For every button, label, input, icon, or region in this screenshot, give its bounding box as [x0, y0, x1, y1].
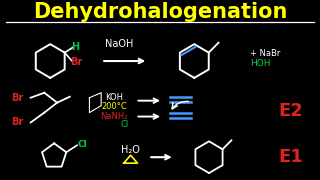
Text: NaOH: NaOH: [105, 39, 133, 49]
Text: Br: Br: [11, 118, 23, 127]
Text: Cl: Cl: [77, 140, 87, 149]
Text: Br: Br: [11, 93, 23, 103]
Text: Br: Br: [70, 57, 83, 67]
Text: Cl: Cl: [121, 120, 129, 129]
Text: HOH: HOH: [250, 60, 271, 69]
Text: + NaBr: + NaBr: [250, 49, 281, 58]
Text: KOH: KOH: [105, 93, 123, 102]
Text: NaNH₂: NaNH₂: [100, 112, 128, 121]
Text: E2: E2: [278, 102, 303, 120]
Text: E1: E1: [278, 148, 303, 166]
Text: Dehydrohalogenation: Dehydrohalogenation: [33, 3, 287, 22]
Text: 200°C: 200°C: [101, 102, 127, 111]
Text: H₂O: H₂O: [121, 145, 140, 155]
Text: H: H: [71, 42, 79, 52]
